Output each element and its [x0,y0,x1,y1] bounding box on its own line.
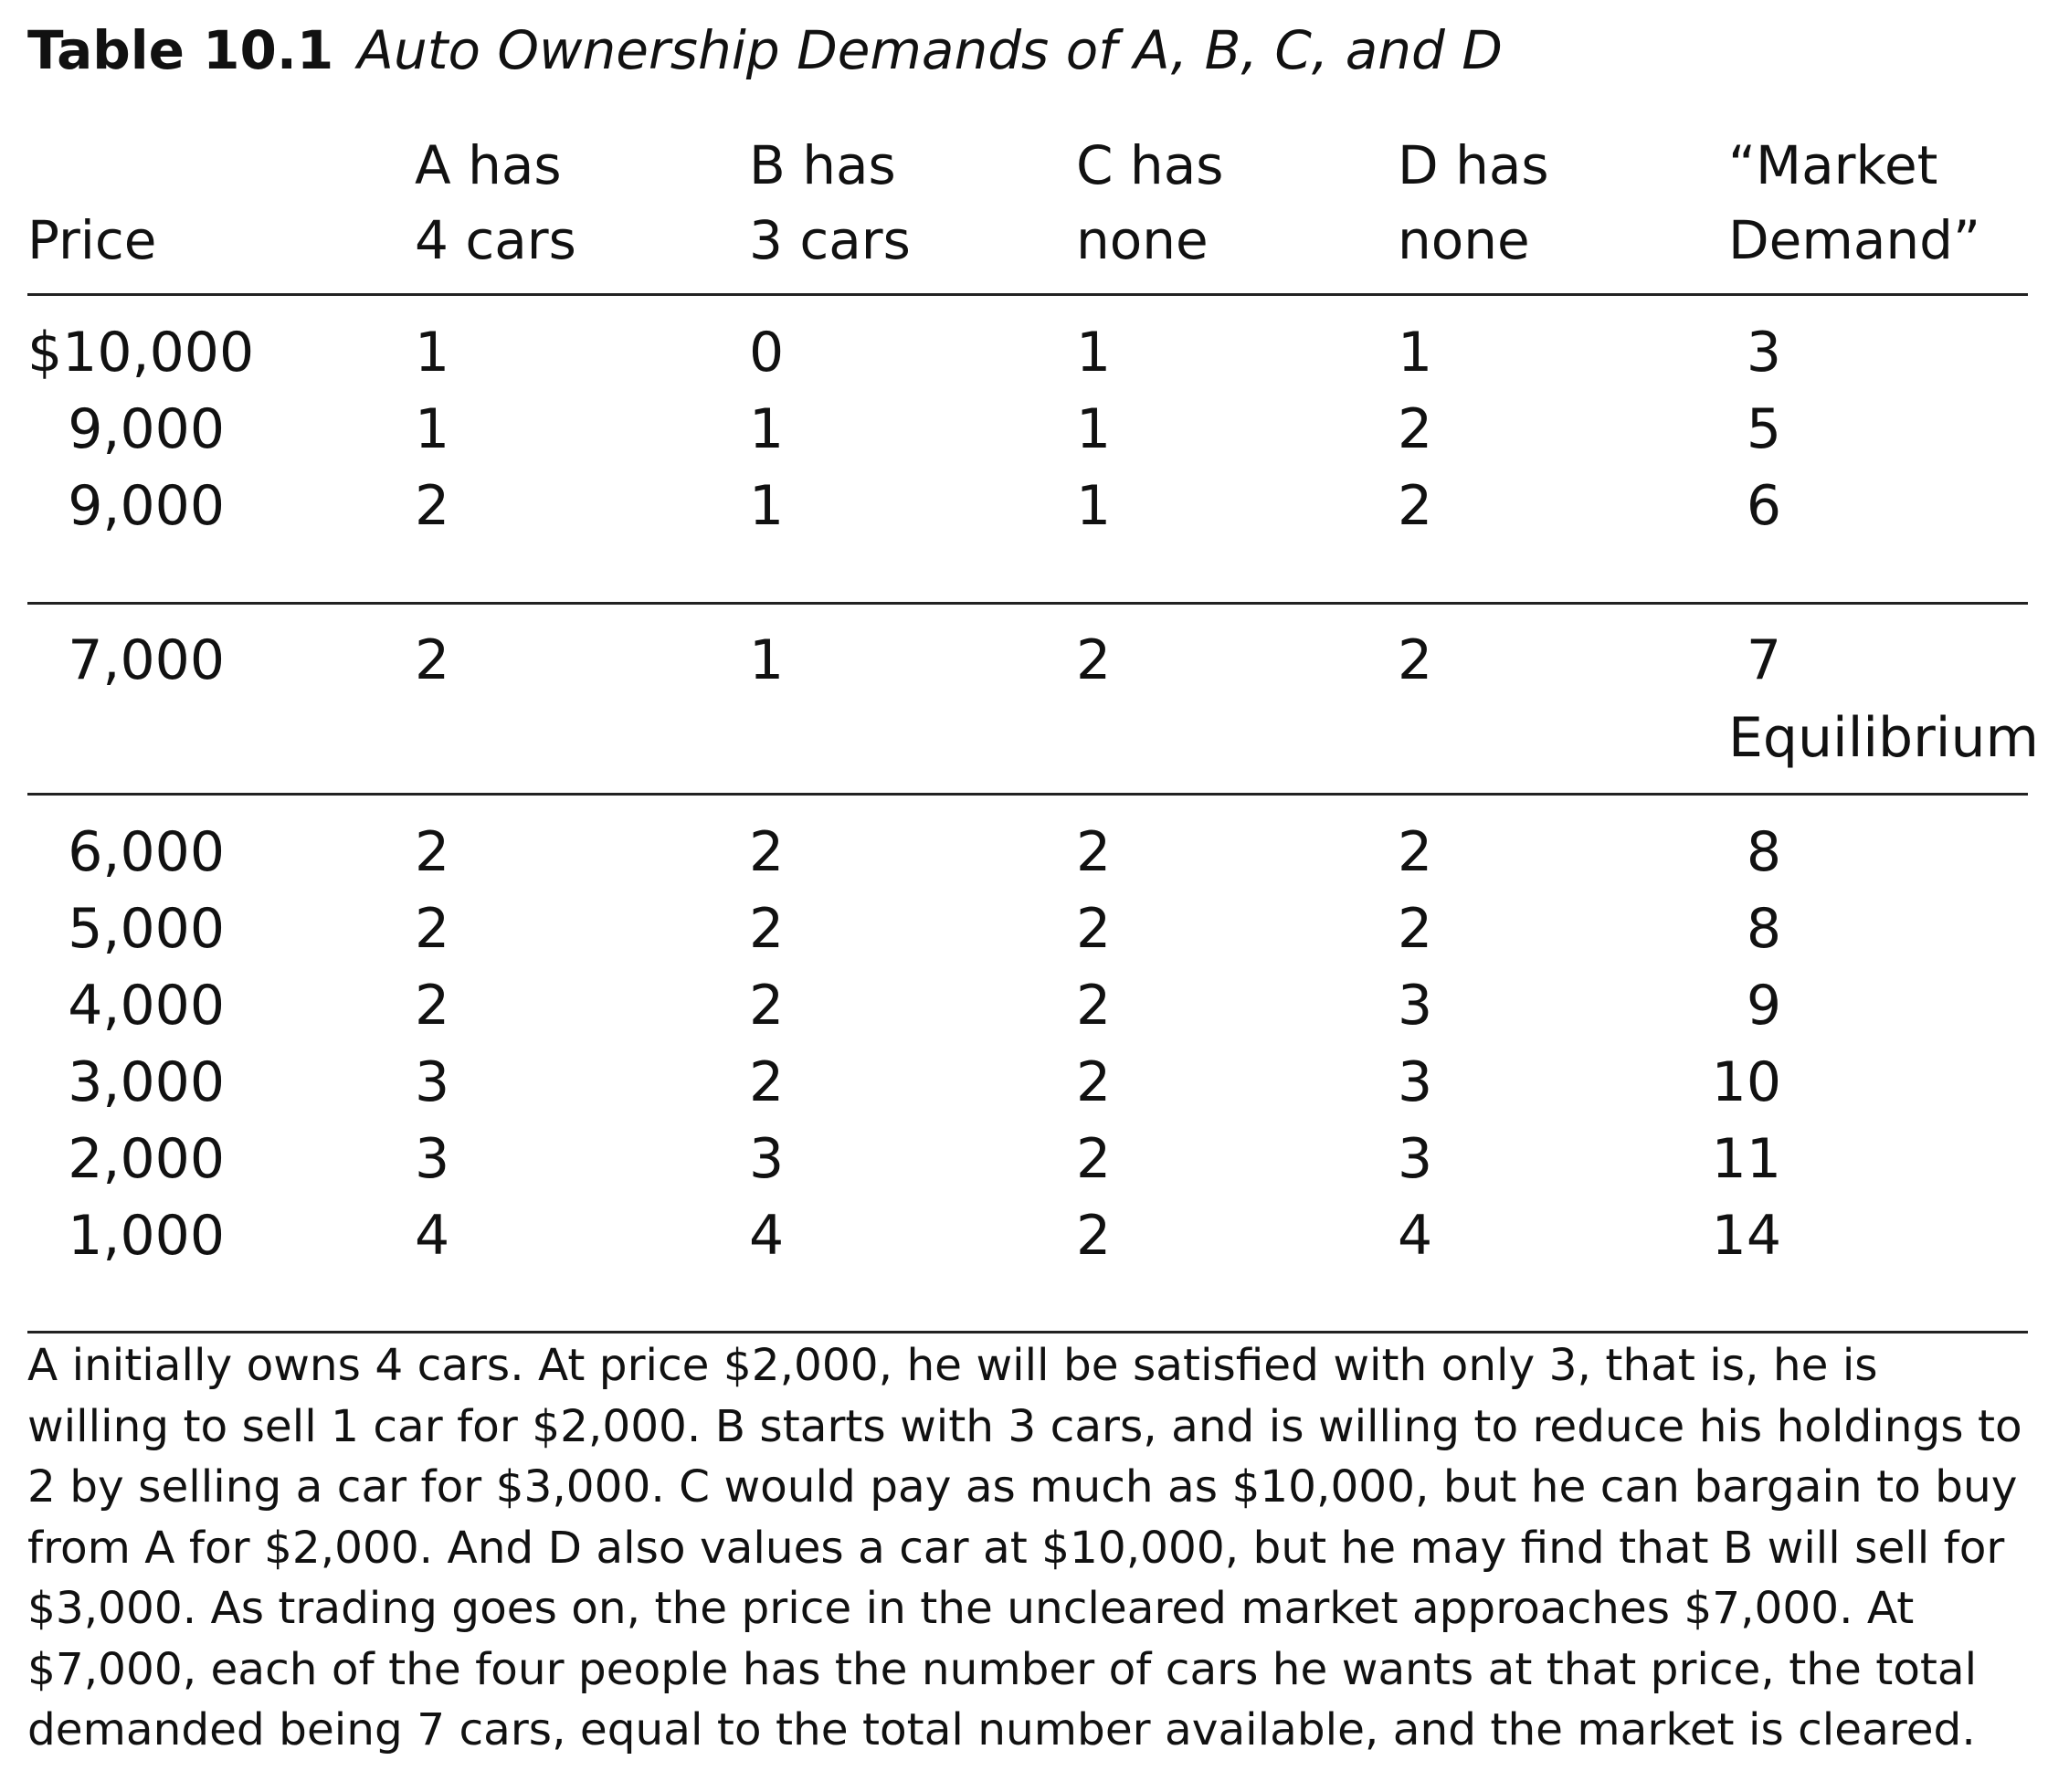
header-market-line1: “Market [1728,134,1938,196]
cell-d: 2 [1398,397,1433,461]
table-number: Table 10.1 [27,19,334,81]
cell-d: 2 [1398,474,1433,538]
cell-market: 3 [1746,321,1781,385]
table-title: Table 10.1 Auto Ownership Demands of A, B… [27,18,1503,82]
cell-d: 1 [1398,321,1433,385]
cell-price: 9,000 [68,474,225,538]
cell-a: 2 [415,897,450,961]
cell-price: 1,000 [68,1204,225,1268]
cell-c: 2 [1076,1204,1112,1268]
cell-a: 2 [415,974,450,1038]
cell-market: 14 [1711,1204,1781,1268]
cell-a: 2 [415,474,450,538]
cell-c: 2 [1076,628,1112,692]
cell-c: 2 [1076,1050,1112,1114]
cell-price: $10,000 [27,321,255,385]
header-a-line1: A has [415,134,562,196]
cell-b: 2 [749,1050,785,1114]
cell-b: 4 [749,1204,785,1268]
cell-b: 2 [749,820,785,884]
header-b-line2: 3 cars [749,209,911,271]
cell-price: 3,000 [68,1050,225,1114]
cell-a: 2 [415,820,450,884]
cell-b: 0 [749,321,785,385]
cell-price: 5,000 [68,897,225,961]
header-d-line1: D has [1398,134,1549,196]
header-b-line1: B has [749,134,896,196]
cell-market: 6 [1746,474,1781,538]
cell-c: 2 [1076,974,1112,1038]
cell-price: 9,000 [68,397,225,461]
table-bottom-rule [27,1331,2028,1333]
cell-a: 4 [415,1204,450,1268]
cell-c: 1 [1076,474,1112,538]
cell-a: 3 [415,1127,450,1191]
cell-market: 9 [1746,974,1781,1038]
cell-c: 1 [1076,321,1112,385]
cell-a: 2 [415,628,450,692]
cell-d: 3 [1398,1127,1433,1191]
header-d-line2: none [1398,209,1530,271]
cell-b: 3 [749,1127,785,1191]
header-c-line2: none [1076,209,1209,271]
cell-a: 1 [415,321,450,385]
cell-b: 1 [749,474,785,538]
table-footnote: A initially owns 4 cars. At price $2,000… [27,1340,2022,1755]
cell-c: 2 [1076,897,1112,961]
cell-price: 7,000 [68,628,225,692]
cell-market: 7 [1746,628,1781,692]
cell-market: 8 [1746,897,1781,961]
cell-price: 2,000 [68,1127,225,1191]
cell-a: 1 [415,397,450,461]
group-rule-1 [27,602,2028,605]
cell-d: 4 [1398,1204,1433,1268]
header-market-line2: Demand” [1728,209,1981,271]
cell-c: 1 [1076,397,1112,461]
cell-market: 11 [1711,1127,1781,1191]
cell-price: 4,000 [68,974,225,1038]
cell-b: 2 [749,974,785,1038]
header-rule [27,293,2028,296]
cell-d: 3 [1398,1050,1433,1114]
cell-market: 5 [1746,397,1781,461]
cell-b: 1 [749,397,785,461]
header-c-line1: C has [1076,134,1224,196]
cell-d: 2 [1398,897,1433,961]
cell-market: 8 [1746,820,1781,884]
cell-c: 2 [1076,1127,1112,1191]
group-rule-2 [27,793,2028,796]
cell-market: 10 [1711,1050,1781,1114]
cell-d: 2 [1398,820,1433,884]
cell-price: 6,000 [68,820,225,884]
cell-d: 3 [1398,974,1433,1038]
cell-d: 2 [1398,628,1433,692]
document-page: Table 10.1 Auto Ownership Demands of A, B… [27,0,2039,1792]
cell-a: 3 [415,1050,450,1114]
header-price: Price [27,209,157,271]
equilibrium-label: Equilibrium [1728,706,2039,770]
cell-b: 2 [749,897,785,961]
cell-c: 2 [1076,820,1112,884]
table-caption: Auto Ownership Demands of A, B, C, and D [357,19,1503,81]
cell-b: 1 [749,628,785,692]
header-a-line2: 4 cars [415,209,576,271]
